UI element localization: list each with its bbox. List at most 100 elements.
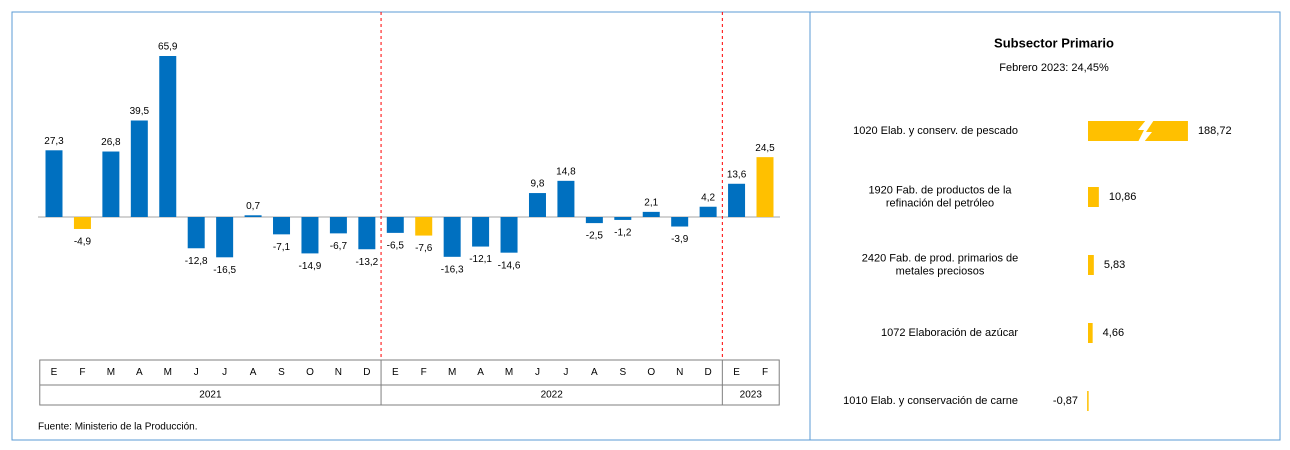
value-label: 39,5 bbox=[130, 106, 150, 117]
bar bbox=[528, 193, 546, 217]
value-label: -7,1 bbox=[273, 242, 291, 253]
value-label: 4,2 bbox=[701, 192, 715, 203]
x-tick-label: A bbox=[477, 367, 484, 378]
bar bbox=[415, 217, 433, 236]
frame bbox=[11, 11, 1281, 441]
x-tick-label: A bbox=[591, 367, 598, 378]
x-tick-label: D bbox=[363, 367, 370, 378]
x-tick-label: F bbox=[762, 367, 768, 378]
x-tick-label: F bbox=[421, 367, 427, 378]
chart-title: Subsector Primario bbox=[994, 35, 1114, 50]
value-label: -4,9 bbox=[74, 237, 92, 248]
bar bbox=[472, 217, 490, 247]
value-label: 26,8 bbox=[101, 137, 121, 148]
x-tick-label: M bbox=[107, 367, 115, 378]
value-label: -3,9 bbox=[671, 234, 689, 245]
value-label: -12,8 bbox=[185, 256, 208, 267]
x-tick-label: S bbox=[619, 367, 626, 378]
bar bbox=[1087, 391, 1089, 411]
value-label: -1,2 bbox=[614, 228, 632, 239]
chart-subtitle: Febrero 2023: 24,45% bbox=[999, 62, 1109, 74]
value-label: 14,8 bbox=[556, 166, 576, 177]
x-tick-label: A bbox=[136, 367, 143, 378]
bar bbox=[614, 217, 632, 220]
bar bbox=[1088, 121, 1188, 141]
x-tick-label: O bbox=[647, 367, 655, 378]
bar bbox=[73, 217, 91, 229]
x-tick-label: E bbox=[51, 367, 58, 378]
bar bbox=[187, 217, 205, 249]
x-tick-label: A bbox=[250, 367, 257, 378]
category-label: 1020 Elab. y conserv. de pescado bbox=[853, 125, 1018, 137]
value-label: 0,7 bbox=[246, 201, 260, 212]
value-label: -14,9 bbox=[299, 261, 322, 272]
bar bbox=[102, 151, 120, 217]
bar bbox=[585, 217, 603, 224]
value-label: 4,66 bbox=[1103, 327, 1124, 339]
value-label: 2,1 bbox=[644, 198, 658, 209]
bar bbox=[130, 120, 148, 217]
bar bbox=[642, 211, 660, 217]
value-label: -16,3 bbox=[441, 264, 464, 275]
x-tick-label: F bbox=[79, 367, 85, 378]
bar bbox=[358, 217, 376, 250]
value-label: -12,1 bbox=[469, 254, 492, 265]
value-label: 24,5 bbox=[755, 143, 775, 154]
value-label: -7,6 bbox=[415, 243, 433, 254]
x-tick-label: O bbox=[306, 367, 314, 378]
x-tick-label: M bbox=[448, 367, 456, 378]
x-tick-label: N bbox=[335, 367, 342, 378]
value-label: 13,6 bbox=[727, 169, 747, 180]
category-label: 1010 Elab. y conservación de carne bbox=[843, 395, 1018, 407]
bar bbox=[557, 180, 575, 217]
category-label: refinación del petróleo bbox=[886, 197, 994, 209]
x-tick-label: N bbox=[676, 367, 683, 378]
bar bbox=[728, 183, 746, 217]
value-label: -16,5 bbox=[213, 265, 236, 276]
bar bbox=[329, 217, 347, 234]
bar bbox=[443, 217, 461, 257]
source: Fuente: Ministerio de la Producción. bbox=[38, 422, 198, 433]
bar bbox=[1088, 323, 1093, 343]
x-tick-label: E bbox=[733, 367, 740, 378]
bar bbox=[45, 150, 63, 217]
bar bbox=[1088, 187, 1099, 207]
category-label: metales preciosos bbox=[896, 265, 985, 277]
bar bbox=[671, 217, 689, 227]
bar bbox=[1088, 255, 1094, 275]
bar bbox=[301, 217, 319, 254]
value-label: -2,5 bbox=[586, 231, 604, 242]
x-tick-label: D bbox=[705, 367, 712, 378]
group-label: 2023 bbox=[740, 390, 763, 401]
bar bbox=[386, 217, 404, 233]
bar bbox=[699, 206, 717, 217]
bar bbox=[216, 217, 234, 258]
value-label: 5,83 bbox=[1104, 259, 1125, 271]
x-tick-label: M bbox=[164, 367, 172, 378]
group-label: 2022 bbox=[541, 390, 564, 401]
value-label: 65,9 bbox=[158, 42, 178, 53]
x-tick-label: E bbox=[392, 367, 399, 378]
category-table bbox=[39, 359, 780, 406]
value-label: -6,5 bbox=[387, 241, 405, 252]
x-tick-label: J bbox=[563, 367, 568, 378]
bar bbox=[756, 157, 774, 217]
category-label: 2420 Fab. de prod. primarios de bbox=[862, 252, 1019, 264]
value-label: 9,8 bbox=[531, 179, 545, 190]
group-label: 2021 bbox=[199, 390, 222, 401]
value-label: -0,87 bbox=[1053, 395, 1078, 407]
value-label: 188,72 bbox=[1198, 125, 1232, 137]
bar bbox=[159, 56, 177, 217]
bar bbox=[273, 217, 291, 235]
x-tick-label: J bbox=[194, 367, 199, 378]
category-label: 1072 Elaboración de azúcar bbox=[881, 327, 1018, 339]
bar bbox=[244, 215, 262, 217]
value-label: -13,2 bbox=[355, 257, 378, 268]
value-label: 10,86 bbox=[1109, 191, 1137, 203]
category-label: 1920 Fab. de productos de la bbox=[868, 184, 1012, 196]
value-label: -6,7 bbox=[330, 241, 348, 252]
x-tick-label: J bbox=[222, 367, 227, 378]
value-label: -14,6 bbox=[498, 260, 521, 271]
x-tick-label: M bbox=[505, 367, 513, 378]
